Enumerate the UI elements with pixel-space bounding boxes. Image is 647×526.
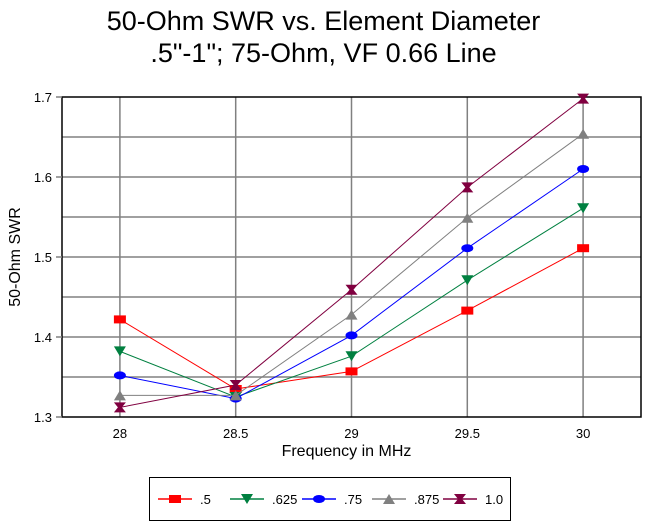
- legend-swatch: [372, 494, 406, 504]
- data-point: [345, 309, 358, 320]
- data-point: [461, 306, 474, 315]
- legend-label: .5: [200, 491, 211, 507]
- chart-subtitle: .5"-1"; 75-Ohm, VF 0.66 Line: [150, 38, 497, 68]
- legend-marker: [241, 494, 253, 504]
- data-point: [345, 284, 358, 295]
- data-point: [113, 315, 126, 324]
- data-point: [577, 203, 590, 214]
- data-point: [577, 165, 590, 173]
- data-point: [229, 390, 242, 401]
- data-point: [113, 371, 126, 380]
- data-point: [461, 244, 474, 253]
- legend-label: 1.0: [485, 491, 504, 507]
- data-point: [113, 390, 126, 401]
- data-point: [113, 346, 126, 357]
- data-point: [461, 275, 474, 286]
- y-tick-label: 1.5: [34, 250, 52, 265]
- data-point: [345, 367, 358, 376]
- series-1p0: [113, 93, 590, 413]
- data-point: [577, 93, 590, 104]
- y-tick-label: 1.4: [34, 330, 52, 345]
- legend-item: .75: [302, 478, 362, 520]
- data-point: [345, 351, 358, 362]
- data-point: [113, 402, 126, 413]
- legend-item: .625: [230, 478, 297, 520]
- legend-marker: [454, 494, 466, 504]
- legend-item: .875: [372, 478, 439, 520]
- legend-swatch: [302, 495, 336, 503]
- y-tick-label: 1.7: [34, 90, 52, 105]
- legend-item: .5: [158, 478, 211, 520]
- x-tick-label: 29.5: [455, 426, 480, 441]
- chart-plot: 1.3 1.4 1.5 1.6 1.7 28 28.5 29 29.5 30 Frequency i…: [7, 90, 642, 460]
- x-tick-label: 28.5: [223, 426, 248, 441]
- data-point: [229, 380, 242, 390]
- legend-label: .75: [344, 491, 363, 507]
- data-point: [345, 331, 358, 340]
- y-tick-label: 1.3: [34, 410, 52, 425]
- legend-item: 1.0: [443, 478, 503, 520]
- legend-marker: [313, 495, 325, 503]
- series-p625: [113, 203, 590, 402]
- x-axis-label: Frequency in MHz: [282, 443, 412, 460]
- legend-swatch: [443, 494, 477, 504]
- data-point: [577, 244, 590, 253]
- data-point: [461, 182, 474, 193]
- legend-marker: [169, 495, 181, 503]
- data-point: [577, 128, 590, 139]
- series-p875: [113, 128, 590, 401]
- x-tick-label: 28: [113, 426, 127, 441]
- legend-label: .625: [272, 491, 298, 507]
- x-tick-label: 29: [344, 426, 358, 441]
- x-tick-label: 30: [576, 426, 590, 441]
- legend-swatch: [230, 494, 264, 504]
- legend-marker: [383, 494, 395, 504]
- y-axis-label: 50-Ohm SWR: [7, 207, 24, 307]
- data-point: [461, 212, 474, 223]
- legend-label: .875: [414, 491, 440, 507]
- legend-swatch: [158, 495, 192, 503]
- y-tick-label: 1.6: [34, 170, 52, 185]
- chart-title: 50-Ohm SWR vs. Element Diameter: [106, 6, 541, 36]
- legend: .5 .625 .75 .875 1.0: [149, 477, 511, 521]
